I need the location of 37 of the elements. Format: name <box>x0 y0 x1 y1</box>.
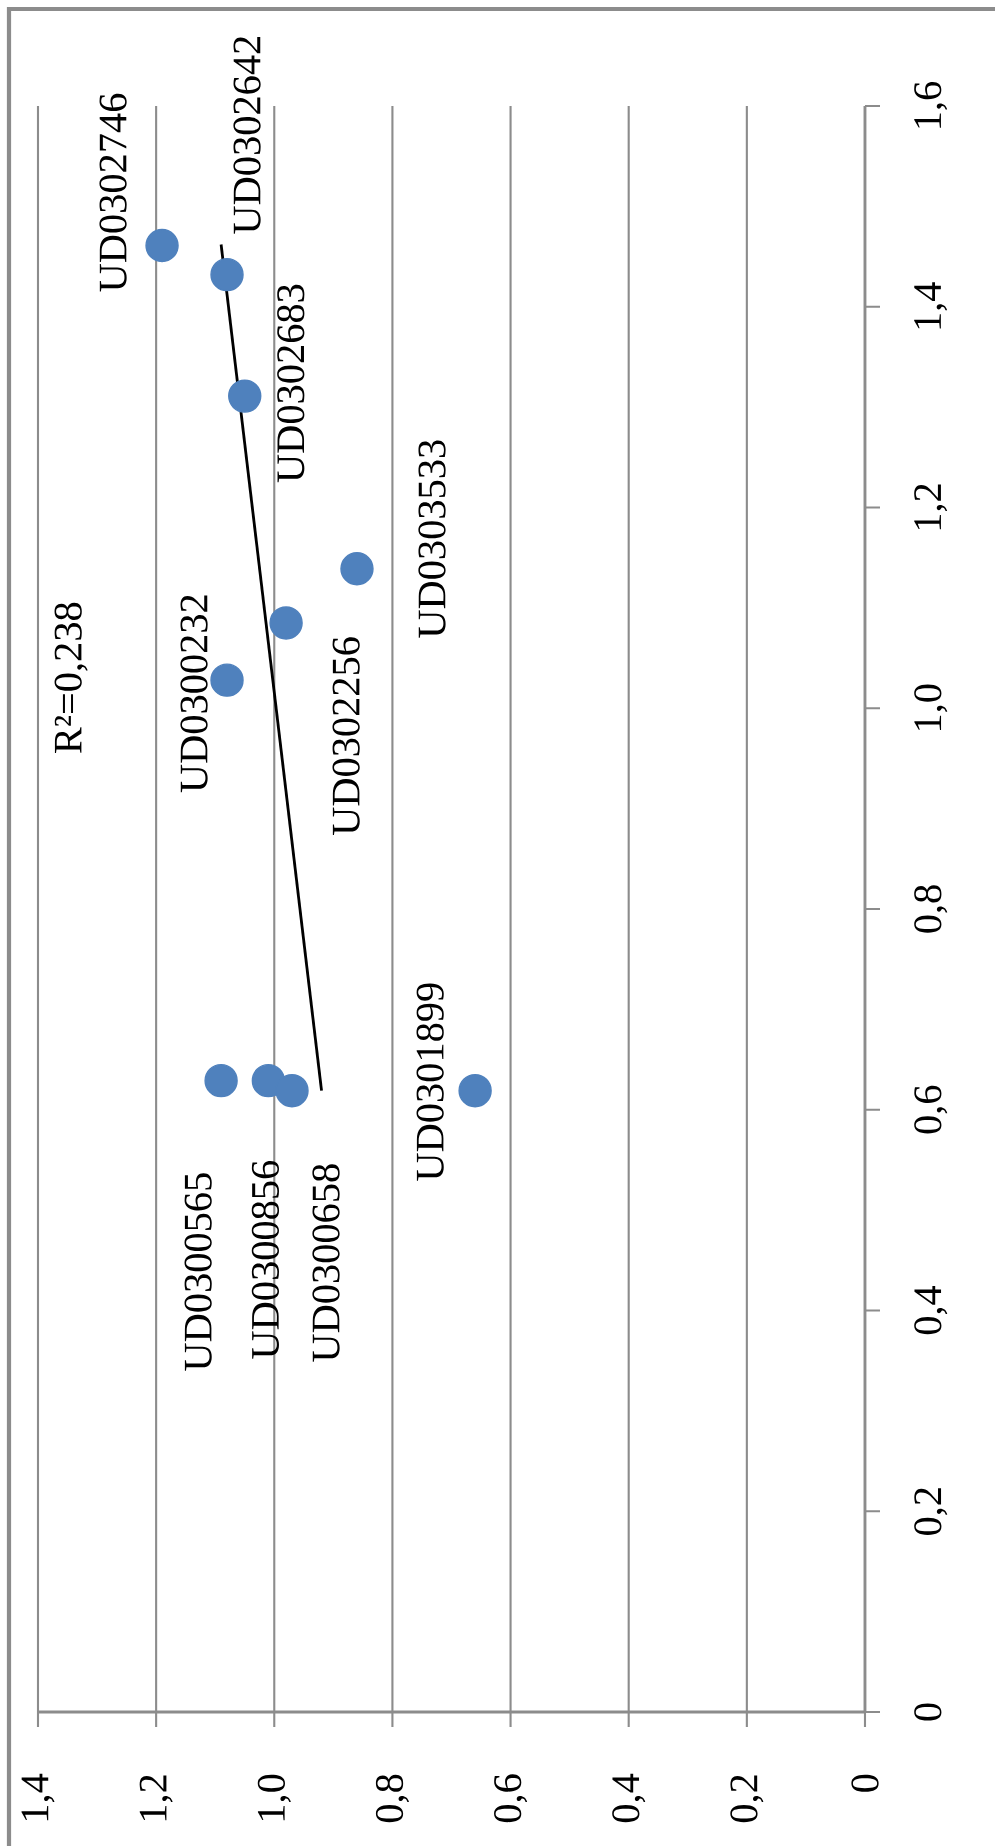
point <box>204 1063 238 1098</box>
x-tick-label: 1,4 <box>21 1773 55 1821</box>
x-tick-label: 0,6 <box>494 1774 528 1823</box>
y-tick-label: 0,2 <box>914 1488 948 1535</box>
y-tick-label: 1,4 <box>914 282 948 329</box>
annotation: R²=0,238 <box>54 602 88 753</box>
y-tick-label: 1,2 <box>914 484 948 530</box>
y-tick-label: 0 <box>914 1703 942 1721</box>
annotation: UD0302683 <box>277 284 305 483</box>
x-tick-label: 1,0 <box>257 1774 291 1821</box>
y-tick-label: 0,6 <box>914 1085 948 1134</box>
x-tick-label: 0,2 <box>730 1775 764 1823</box>
point <box>210 663 244 697</box>
annotation: UD0302642 <box>233 36 261 234</box>
y-tick-label: 1,6 <box>914 81 948 128</box>
annotation: UD0302746 <box>99 93 127 292</box>
point <box>210 257 244 292</box>
y-tick-label: 0,8 <box>914 885 948 933</box>
point <box>340 552 374 586</box>
annotation: UD0300856 <box>251 1160 279 1359</box>
annotation: UD0300658 <box>312 1164 340 1362</box>
y-tick-label: 0,4 <box>914 1285 948 1335</box>
point <box>458 1073 492 1108</box>
y-tick-label: 1,0 <box>914 684 948 730</box>
x-tick-label: 0,8 <box>375 1774 409 1823</box>
annotation: UD0303533 <box>418 440 446 638</box>
point <box>269 606 303 640</box>
annotation: UD0300232 <box>180 595 208 793</box>
annotation: UD0301899 <box>416 983 444 1181</box>
x-tick-label: 0,4 <box>612 1773 646 1823</box>
annotation: UD0302256 <box>332 637 360 836</box>
x-tick-label: 1,2 <box>139 1775 173 1821</box>
x-tick-label: 0 <box>851 1774 879 1792</box>
point <box>228 379 262 413</box>
annotation: UD0300565 <box>184 1173 212 1371</box>
point <box>145 228 179 263</box>
point <box>275 1073 309 1108</box>
